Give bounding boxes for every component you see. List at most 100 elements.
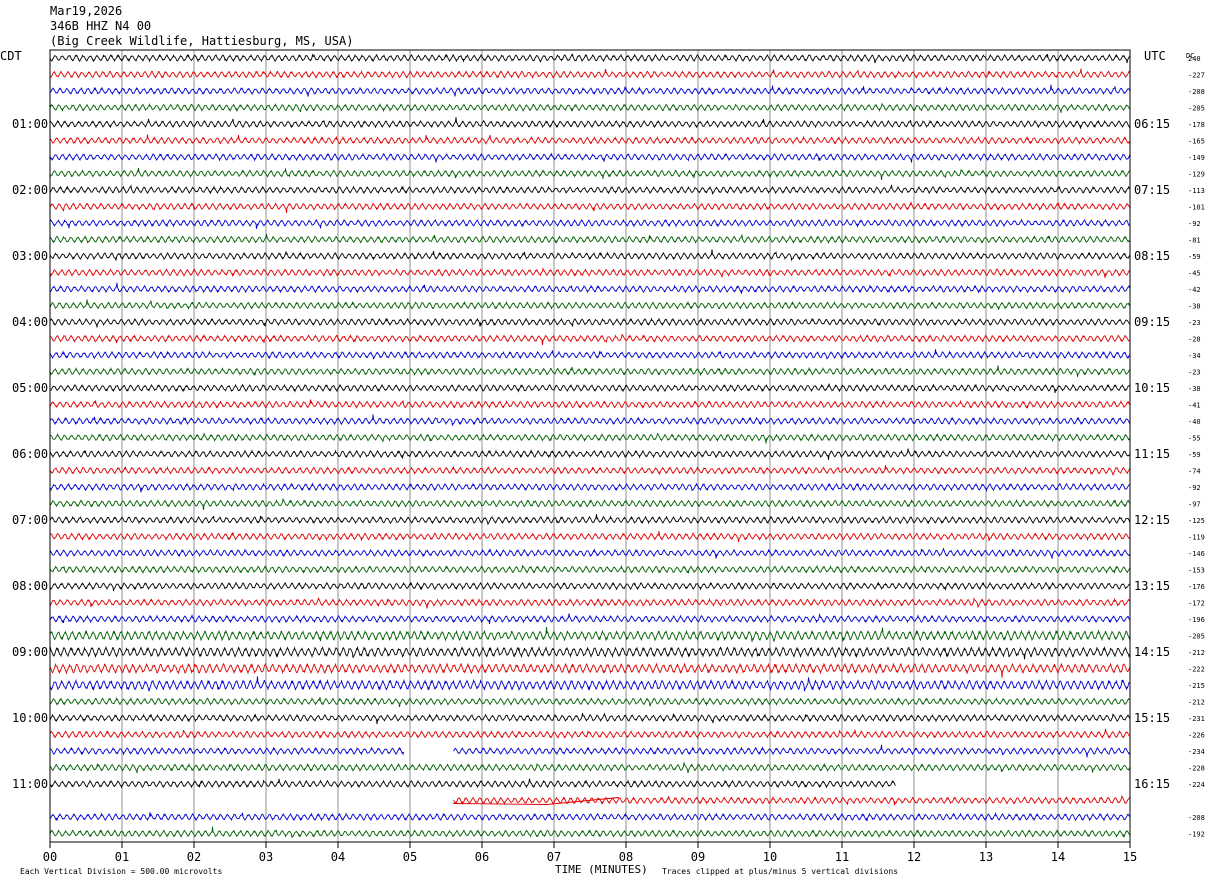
trace-row: [49, 465, 1131, 477]
clip-note: Traces clipped at plus/minus 5 vertical …: [662, 867, 898, 876]
x-tick-label: 11: [835, 850, 849, 864]
trace-row: [49, 53, 1131, 64]
trace-row: [49, 564, 1131, 575]
dc-offset-label: -41: [1188, 402, 1201, 410]
x-tick-label: 10: [763, 850, 777, 864]
trace-row: [49, 249, 1131, 262]
dc-offset-label: -224: [1188, 781, 1205, 789]
dc-offset-label: -55: [1188, 435, 1201, 443]
dc-offset-label: -92: [1188, 220, 1201, 228]
dc-offset-label: -208: [1188, 88, 1205, 96]
x-tick-label: 02: [187, 850, 201, 864]
trace-row: [49, 596, 1131, 609]
utc-time-label: 13:15: [1134, 579, 1170, 593]
dc-offset-label: -153: [1188, 567, 1205, 575]
dc-offset-label: -81: [1188, 237, 1201, 245]
dc-offset-label: -178: [1188, 121, 1205, 129]
trace-row: [49, 581, 1131, 592]
utc-time-label: 08:15: [1134, 249, 1170, 263]
dc-axis-title: DC: [1186, 52, 1194, 60]
time-gridlines: [121, 50, 1059, 842]
trace-row: [49, 696, 1131, 708]
x-tick-label: 01: [115, 850, 129, 864]
trace-row: [49, 333, 1131, 346]
trace-row: [49, 399, 1131, 410]
trace-row: [49, 531, 1131, 543]
dc-offset-label: -212: [1188, 649, 1205, 657]
dc-offset-label: -119: [1188, 534, 1205, 542]
dc-offset-label: -38: [1188, 303, 1201, 311]
trace-row: [49, 299, 1131, 311]
trace-row: [50, 744, 1130, 758]
x-tick-label: 04: [331, 850, 345, 864]
dc-offset-label: -176: [1188, 583, 1205, 591]
dc-labels: 240 -227 -208 -205 -178 -165 -149 -129 -113 -101 -…: [1188, 55, 1205, 839]
cdt-time-label: 09:00: [12, 645, 48, 659]
dc-offset-label: -208: [1188, 814, 1205, 822]
x-tick-label: 00: [43, 850, 57, 864]
x-tick-label: 03: [259, 850, 273, 864]
dc-offset-label: 240: [1188, 55, 1201, 63]
trace-row: [49, 414, 1131, 426]
trace-row: [49, 317, 1131, 328]
trace-row: [49, 498, 1131, 511]
trace-row: [49, 167, 1131, 181]
utc-axis-title: UTC: [1144, 49, 1166, 63]
dc-offset-label: -212: [1188, 699, 1205, 707]
utc-time-label: 12:15: [1134, 513, 1170, 527]
trace-row: [49, 282, 1131, 294]
cdt-labels: 01:00 02:00 03:00 04:00 05:00 06:00 07:00 08:00…: [12, 117, 48, 791]
trace-row: [49, 201, 1131, 214]
utc-time-label: 09:15: [1134, 315, 1170, 329]
cdt-time-label: 08:00: [12, 579, 48, 593]
dc-offset-label: -196: [1188, 616, 1205, 624]
header-date: Mar19,2026: [50, 4, 123, 18]
cdt-time-label: 10:00: [12, 711, 48, 725]
x-tick-label: 09: [691, 850, 705, 864]
utc-time-label: 10:15: [1134, 381, 1170, 395]
trace-row: [49, 152, 1131, 163]
trace-row: [49, 626, 1131, 642]
trace-row: [49, 712, 1131, 725]
dc-offset-label: -205: [1188, 105, 1205, 113]
trace-row: [49, 662, 1131, 678]
dc-offset-label: -165: [1188, 138, 1205, 146]
dc-offset-label: -226: [1188, 732, 1205, 740]
trace-row: [49, 826, 1131, 839]
utc-time-label: 06:15: [1134, 117, 1170, 131]
dc-offset-label: -40: [1188, 418, 1201, 426]
dc-offset-label: -129: [1188, 171, 1205, 179]
cdt-time-label: 04:00: [12, 315, 48, 329]
trace-row: [50, 547, 1131, 559]
x-tick-label: 08: [619, 850, 633, 864]
utc-time-label: 07:15: [1134, 183, 1170, 197]
x-tick-label: 06: [475, 850, 489, 864]
trace-row: [49, 266, 1131, 279]
cdt-axis-title: CDT: [0, 49, 22, 63]
dc-offset-label: -59: [1188, 253, 1201, 261]
x-axis-label: TIME (MINUTES): [555, 863, 648, 876]
dc-offset-label: -28: [1188, 336, 1201, 344]
cdt-time-label: 05:00: [12, 381, 48, 395]
utc-time-label: 14:15: [1134, 645, 1170, 659]
header-station: 346B HHZ N4 00: [50, 19, 152, 33]
trace-row: [49, 184, 1131, 196]
x-tick-label: 14: [1051, 850, 1065, 864]
dc-offset-label: -149: [1188, 154, 1205, 162]
dc-offset-label: -97: [1188, 501, 1201, 509]
dc-offset-label: -205: [1188, 633, 1205, 641]
dc-offset-label: -38: [1188, 385, 1201, 393]
dc-offset-label: -92: [1188, 484, 1201, 492]
trace-row: [49, 117, 1131, 129]
x-tick-label: 13: [979, 850, 993, 864]
trace-row: [49, 134, 1131, 145]
trace-row: [49, 762, 1131, 774]
dc-offset-label: -23: [1188, 319, 1201, 327]
trace-row: [49, 233, 1131, 245]
dc-offset-label: -192: [1188, 831, 1205, 839]
trace-row: [49, 432, 1131, 444]
dc-offset-label: -59: [1188, 451, 1201, 459]
dc-offset-label: -101: [1188, 204, 1205, 212]
utc-time-label: 11:15: [1134, 447, 1170, 461]
trace-row: [49, 612, 1131, 625]
